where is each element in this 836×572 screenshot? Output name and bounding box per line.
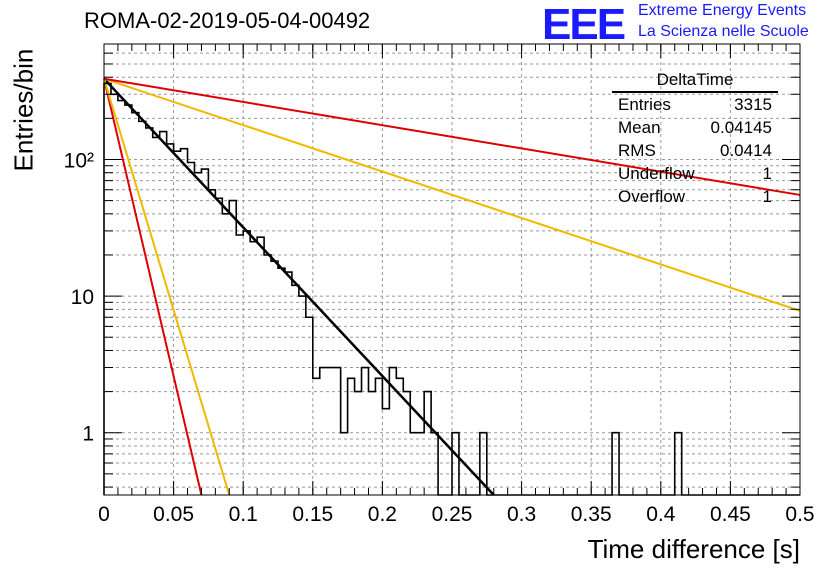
- stats-box: DeltaTime Entries 3315 Mean 0.04145 RMS 0.0…: [612, 70, 778, 208]
- stats-label: Overflow: [618, 187, 686, 206]
- grid-lines: [104, 44, 800, 495]
- x-tick-label: 0.25: [432, 503, 473, 526]
- tick-labels: 0 0.05 0.1 0.15 0.2 0.25 0.3 0.35 0.4 0.45 0.5 1 10 1…: [64, 149, 815, 526]
- stats-row: Entries 3315: [612, 93, 778, 116]
- x-tick-label: 0.05: [153, 503, 194, 526]
- stats-value: 0.04145: [710, 118, 772, 137]
- stats-value: 0.0414: [720, 141, 772, 160]
- stats-row: Underflow 1: [612, 162, 778, 185]
- stats-value: 3315: [734, 95, 772, 114]
- x-tick-label: 0.15: [292, 503, 333, 526]
- y-tick-label: 10²: [64, 149, 94, 172]
- stats-row: Mean 0.04145: [612, 116, 778, 139]
- x-tick-label: 0.5: [785, 503, 814, 526]
- stats-row: Overflow 1: [612, 185, 778, 208]
- y-axis-label: Entries/bin: [8, 48, 39, 172]
- stats-row: RMS 0.0414: [612, 139, 778, 162]
- curve-red-shallow: [103, 77, 801, 196]
- stats-title: DeltaTime: [612, 70, 778, 93]
- stats-label: Underflow: [618, 164, 695, 183]
- x-axis-label: Time difference [s]: [587, 534, 800, 564]
- curve-yellow-steep: [103, 78, 231, 496]
- x-tick-label: 0.35: [571, 503, 612, 526]
- stats-value: 1: [762, 164, 772, 183]
- stats-label: Entries: [618, 95, 671, 114]
- x-tick-label: 0.4: [646, 503, 676, 526]
- logo-line-2: La Scienza nelle Scuole: [638, 23, 809, 40]
- x-tick-label: 0.3: [507, 503, 536, 526]
- stats-label: RMS: [618, 141, 656, 160]
- fit-curves: [103, 77, 801, 496]
- x-tick-label: 0.1: [229, 503, 258, 526]
- curve-red-steep: [103, 78, 203, 496]
- x-tick-label: 0: [98, 503, 110, 526]
- stats-label: Mean: [618, 118, 661, 137]
- axes: [103, 43, 801, 496]
- chart-title: ROMA-02-2019-05-04-00492: [84, 8, 371, 33]
- x-tick-label: 0.2: [368, 503, 397, 526]
- x-tick-label: 0.45: [710, 503, 751, 526]
- logo-line-1: Extreme Energy Events: [638, 2, 807, 19]
- y-tick-label: 10: [71, 286, 94, 309]
- curve-yellow-shallow: [103, 77, 801, 312]
- stats-value: 1: [762, 187, 772, 206]
- eee-logo: EEE: [542, 0, 626, 49]
- y-tick-label: 1: [82, 423, 94, 446]
